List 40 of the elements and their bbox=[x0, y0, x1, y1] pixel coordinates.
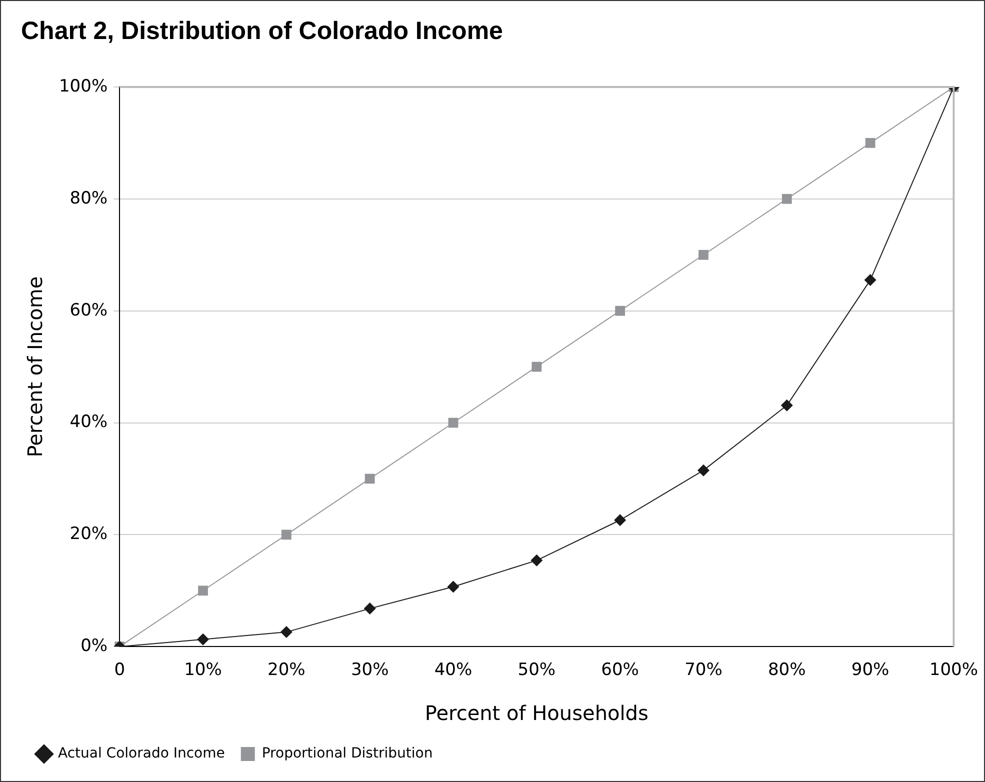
y-tick-label: 60% bbox=[70, 300, 108, 320]
y-axis-title: Percent of Income bbox=[23, 276, 48, 458]
point bbox=[614, 514, 626, 526]
x-tick-label: 70% bbox=[684, 660, 722, 680]
y-tick-label: 80% bbox=[70, 188, 108, 208]
point bbox=[782, 194, 792, 204]
x-tick-label: 90% bbox=[851, 660, 890, 680]
point bbox=[532, 362, 542, 372]
point bbox=[615, 306, 626, 316]
legend-label: Proportional Distribution bbox=[262, 746, 433, 762]
legend-label: Actual Colorado Income bbox=[58, 746, 225, 762]
point bbox=[865, 138, 876, 148]
point bbox=[447, 580, 460, 593]
point bbox=[198, 586, 208, 596]
x-axis-title: Percent of Households bbox=[424, 701, 648, 726]
point bbox=[197, 633, 210, 646]
point bbox=[364, 474, 375, 484]
x-tick-label: 100% bbox=[929, 660, 978, 680]
x-tick-label: 0 bbox=[114, 660, 126, 680]
point bbox=[864, 274, 876, 286]
x-tick-label: 20% bbox=[268, 660, 306, 680]
point bbox=[280, 626, 292, 638]
x-tick-label: 60% bbox=[601, 660, 639, 680]
x-tick-label: 30% bbox=[350, 660, 389, 680]
x-tick-label: 10% bbox=[184, 660, 222, 680]
point bbox=[530, 554, 543, 566]
y-tick-label: 40% bbox=[70, 412, 108, 432]
point bbox=[448, 418, 458, 428]
point bbox=[698, 250, 708, 260]
point bbox=[364, 602, 376, 615]
point bbox=[281, 530, 292, 540]
x-tick-label: 80% bbox=[768, 660, 806, 680]
y-tick-label: 0% bbox=[80, 636, 108, 656]
y-tick-label: 20% bbox=[70, 524, 108, 544]
y-tick-label: 100% bbox=[58, 76, 108, 96]
point bbox=[780, 399, 793, 412]
point bbox=[697, 464, 710, 476]
x-tick-label: 40% bbox=[434, 660, 472, 680]
x-tick-label: 50% bbox=[518, 660, 556, 680]
chart-title: Chart 2, Distribution of Colorado Income bbox=[21, 16, 504, 45]
